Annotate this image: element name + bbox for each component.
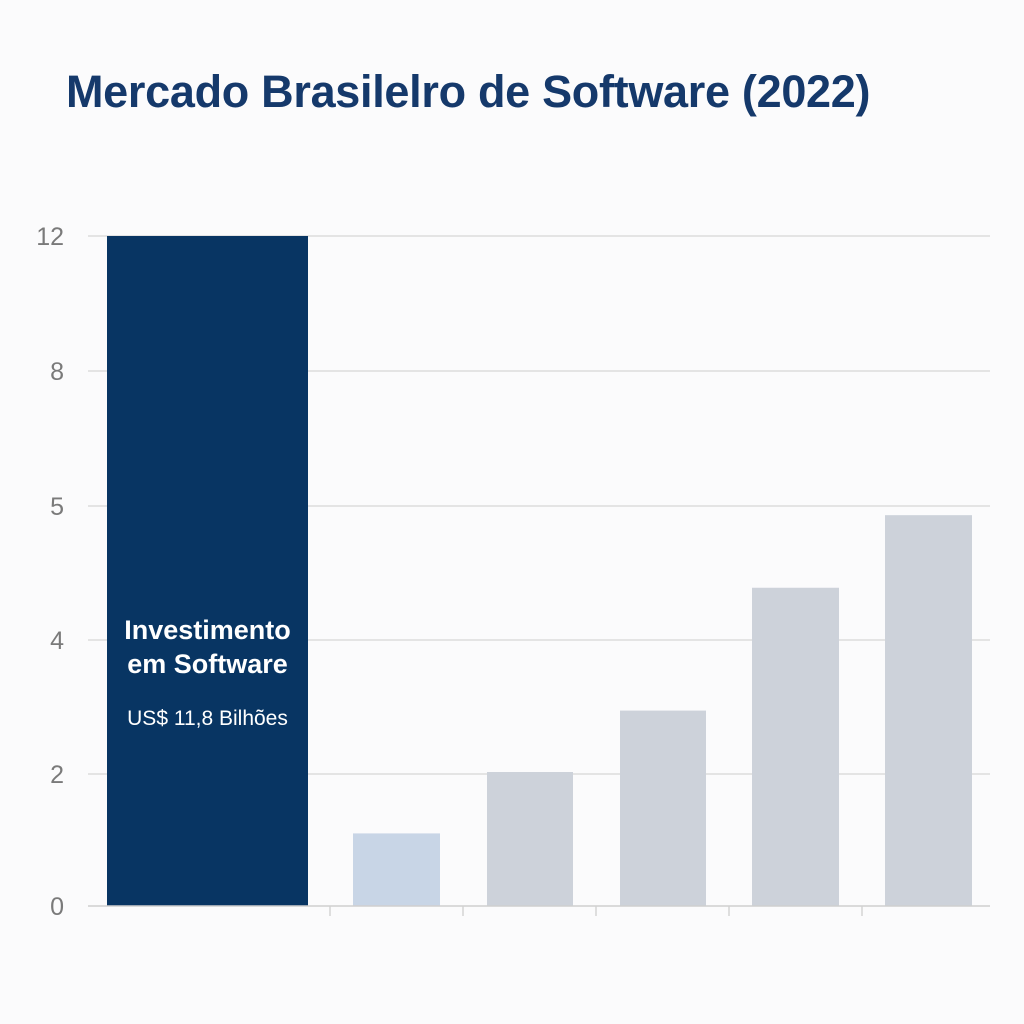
bar-6: [885, 515, 972, 906]
bar-investimento-software: [107, 236, 308, 906]
bar-5: [752, 587, 839, 906]
bar-3: [487, 772, 573, 906]
highlight-label-line2: em Software: [127, 649, 288, 679]
bar-2: [353, 833, 440, 906]
highlight-label-line1: Investimento: [124, 615, 291, 645]
y-tick-label: 2: [50, 761, 64, 789]
highlight-value-label: US$ 11,8 Bilhões: [127, 707, 288, 730]
y-tick-label: 4: [50, 627, 64, 655]
y-tick-label: 8: [50, 358, 64, 386]
y-tick-label: 0: [50, 893, 64, 921]
chart-title: Mercado Brasilelro de Software (2022): [66, 66, 871, 117]
y-tick-label: 12: [36, 223, 64, 251]
bar-4: [620, 710, 706, 906]
y-tick-label: 5: [50, 493, 64, 521]
